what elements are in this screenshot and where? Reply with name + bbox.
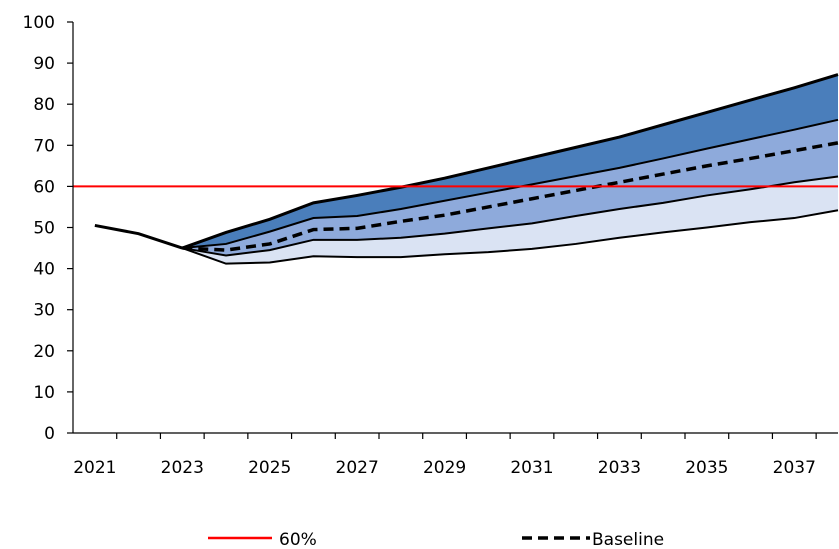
band-upper xyxy=(182,74,839,249)
y-tick-label: 50 xyxy=(33,219,55,239)
x-tick-label: 2027 xyxy=(336,458,379,478)
y-tick-label: 10 xyxy=(33,383,55,403)
x-tick-label: 2021 xyxy=(73,458,116,478)
x-tick-label: 2031 xyxy=(510,458,553,478)
y-tick-label: 80 xyxy=(33,95,55,115)
y-tick-label: 20 xyxy=(33,342,55,362)
x-tick-label: 2029 xyxy=(423,458,466,478)
upper-bound-line xyxy=(181,73,839,250)
y-tick-label: 100 xyxy=(23,13,55,33)
band-middle xyxy=(182,119,839,256)
y-tick-label: 60 xyxy=(33,177,55,197)
legend-baseline-label: Baseline xyxy=(592,530,664,545)
y-tick-label: 70 xyxy=(33,136,55,156)
x-tick-label: 2023 xyxy=(161,458,204,478)
x-tick-label: 2025 xyxy=(248,458,291,478)
bands-layer xyxy=(182,74,839,264)
y-tick-label: 30 xyxy=(33,301,55,321)
lower-bound-line xyxy=(181,209,839,265)
axes-layer: 0 10 20 30 40 50 60 70 80 90 100 2021 2023 2025 2027 20… xyxy=(23,13,838,478)
legend-60-label: 60% xyxy=(279,530,317,545)
x-tick-label: 2037 xyxy=(773,458,816,478)
upper-mid-line xyxy=(182,118,839,250)
history-line xyxy=(94,223,183,250)
x-tick-label: 2033 xyxy=(598,458,641,478)
lower-mid-line xyxy=(182,175,839,257)
x-tick-label: 2035 xyxy=(685,458,728,478)
lines-layer xyxy=(73,73,839,265)
legend: 60% Baseline xyxy=(208,530,664,549)
y-tick-label: 40 xyxy=(33,260,55,280)
y-tick-label: 90 xyxy=(33,54,55,74)
y-tick-label: 0 xyxy=(44,424,55,444)
band-lower xyxy=(182,176,839,264)
